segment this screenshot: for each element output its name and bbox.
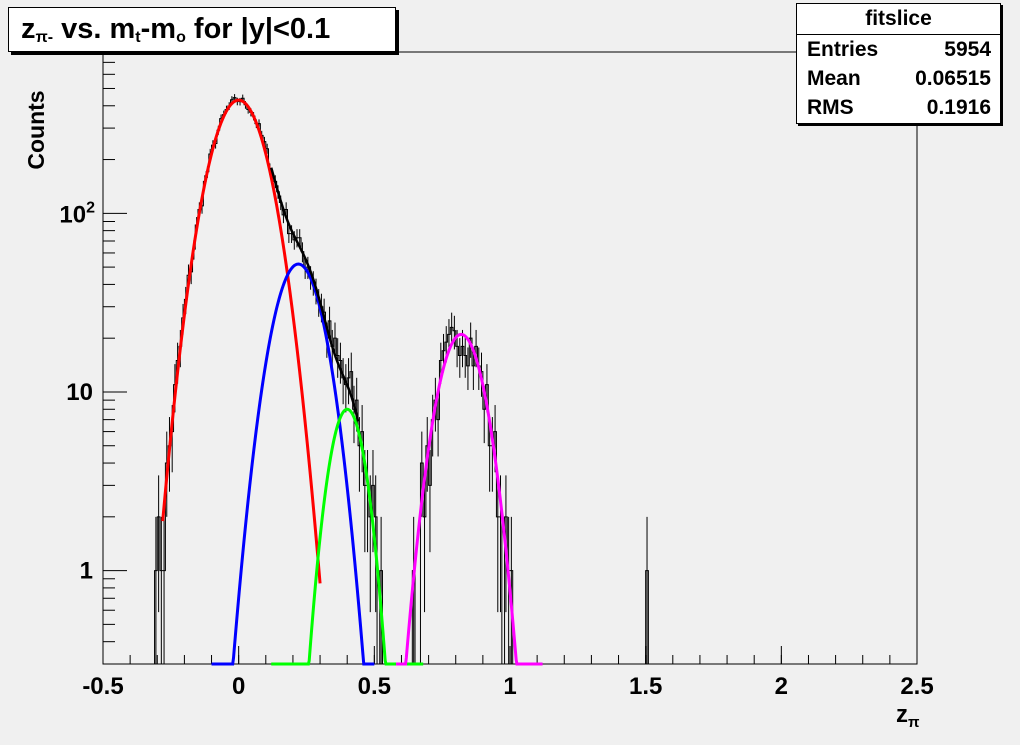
fit-curve — [211, 262, 375, 666]
x-tick-label: 0 — [232, 673, 245, 700]
axis-ticks — [102, 51, 918, 665]
x-tick-label: -0.5 — [82, 673, 123, 700]
chart-title: zπ- vs. mt-mo for |y|<0.1 — [8, 7, 396, 52]
stats-value: 0.06515 — [915, 67, 991, 90]
title-mid: vs. m — [53, 13, 136, 45]
axis-labels-layer: -0.5 0 0.5 1 1.5 2 2.5 1 10 102 Counts zπ — [23, 90, 934, 731]
stats-key: RMS — [807, 96, 854, 119]
fit-curve — [270, 167, 360, 422]
stats-value: 0.1916 — [926, 96, 991, 119]
x-axis-label: zπ — [896, 701, 920, 731]
stats-row-entries: Entries 5954 — [797, 35, 1000, 64]
stats-value: 5954 — [944, 38, 991, 61]
x-axis-label-sub: π — [908, 714, 920, 731]
stats-box: fitslice Entries 5954 Mean 0.06515 RMS 0… — [796, 3, 1001, 124]
fit-curve — [396, 332, 543, 666]
fit-curve — [161, 98, 322, 584]
x-tick-label: 2.5 — [900, 673, 933, 700]
y-tick-label: 1 — [80, 558, 93, 585]
y-axis-label: Counts — [23, 90, 49, 169]
title-end: for |y|<0.1 — [185, 13, 331, 45]
stats-row-mean: Mean 0.06515 — [797, 64, 1000, 93]
x-tick-label: 0.5 — [358, 673, 391, 700]
plot-frame — [102, 51, 918, 665]
title-main: z — [21, 13, 36, 45]
stats-row-rms: RMS 0.1916 — [797, 93, 1000, 122]
x-tick-label: 1.5 — [629, 673, 662, 700]
title-tail-sub: o — [176, 29, 186, 46]
y-tick-label: 102 — [59, 199, 95, 228]
x-tick-label: 2 — [775, 673, 788, 700]
title-tail: -m — [140, 13, 177, 45]
fit-curves-layer — [161, 98, 543, 666]
stats-key: Mean — [807, 67, 861, 90]
stats-header: fitslice — [797, 4, 1000, 35]
x-tick-label: 1 — [503, 673, 516, 700]
y-tick-exponent: 2 — [86, 199, 95, 216]
stats-key: Entries — [807, 38, 879, 61]
y-tick-label: 10 — [66, 379, 93, 406]
title-mid-sub: t — [135, 29, 141, 46]
title-main-sub: π- — [35, 29, 54, 46]
